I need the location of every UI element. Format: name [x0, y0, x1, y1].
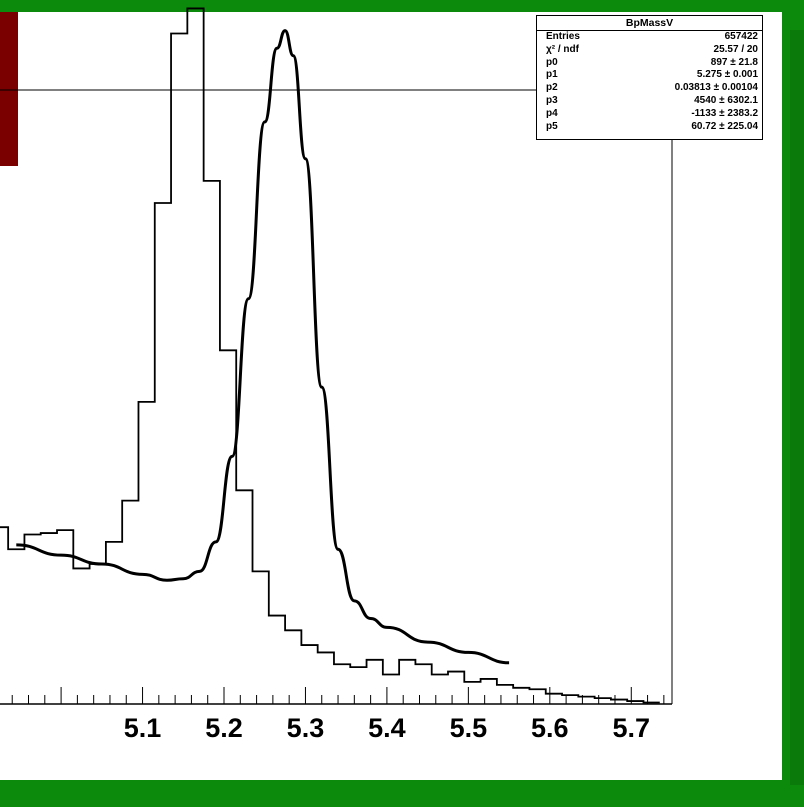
- x-tick-label: 5.5: [450, 713, 488, 743]
- window-frame-right-strip: [790, 30, 804, 785]
- stats-row-value: 4540 ± 6302.1: [694, 94, 758, 106]
- stats-row-label: p5: [546, 120, 558, 132]
- stats-row-label: Entries: [546, 31, 580, 42]
- stats-row-value: 60.72 ± 225.04: [691, 120, 758, 132]
- stats-row-label: χ² / ndf: [546, 43, 579, 55]
- x-tick-label: 5.2: [205, 713, 243, 743]
- x-tick-label: 5.4: [368, 713, 406, 743]
- x-tick-label: 5.1: [124, 713, 162, 743]
- stats-row-label: p2: [546, 82, 558, 94]
- axes: [0, 89, 673, 705]
- stats-row-label: p3: [546, 94, 558, 106]
- histogram-series: [0, 7, 660, 704]
- stats-row: Entries 657422: [537, 31, 762, 44]
- left-side-tab: [0, 12, 18, 166]
- stats-title: BpMassV: [537, 16, 762, 31]
- stats-row: p0 897 ± 21.8: [537, 57, 762, 70]
- stats-row: p5 60.72 ± 225.04: [537, 121, 762, 134]
- histogram-line: [0, 7, 660, 704]
- stats-rows: Entries 657422 χ² / ndf 25.57 / 20 p0 897 ± 2…: [537, 31, 762, 133]
- stats-row: p1 5.275 ± 0.001: [537, 69, 762, 82]
- x-tick-label: 5.6: [531, 713, 569, 743]
- x-tick-label: 5.7: [612, 713, 650, 743]
- x-axis-ticks: 5.1 5.2 5.3 5.4 5.5 5.6 5.7: [11, 687, 665, 743]
- stats-row-value: 897 ± 21.8: [710, 56, 758, 68]
- stats-row-label: p1: [546, 69, 558, 81]
- x-tick-label: 5.3: [287, 713, 325, 743]
- stats-row-value: 657422: [724, 31, 758, 42]
- fit-curve-series: [16, 29, 510, 665]
- stats-row-value: 5.275 ± 0.001: [696, 69, 758, 81]
- stats-row-label: p4: [546, 107, 558, 119]
- stats-row: p2 0.03813 ± 0.00104: [537, 82, 762, 95]
- stats-row: p3 4540 ± 6302.1: [537, 95, 762, 108]
- stats-row-value: -1133 ± 2383.2: [691, 107, 758, 119]
- stats-row-value: 25.57 / 20: [713, 43, 758, 55]
- stats-row: χ² / ndf 25.57 / 20: [537, 44, 762, 57]
- stats-row-value: 0.03813 ± 0.00104: [674, 82, 758, 94]
- stats-row: p4 -1133 ± 2383.2: [537, 108, 762, 121]
- fit-curve-line: [16, 29, 510, 665]
- stats-row-label: p0: [546, 56, 558, 68]
- plot-canvas[interactable]: [0, 12, 782, 780]
- stats-box[interactable]: BpMassV Entries 657422 χ² / ndf 25.57 / 20 p…: [536, 15, 763, 140]
